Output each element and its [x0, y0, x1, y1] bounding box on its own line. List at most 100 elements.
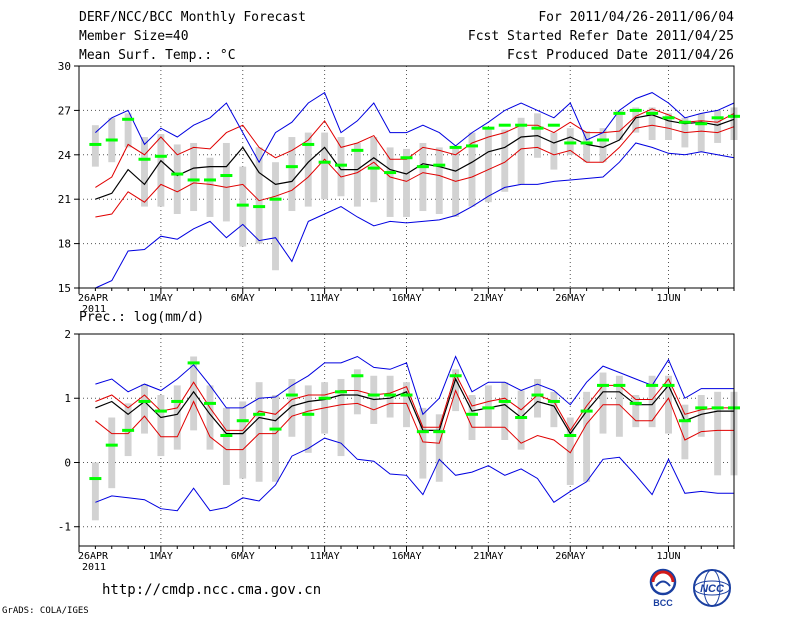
precipitation-xtick-label: 26APR: [78, 551, 109, 562]
temperature-box-27: [517, 117, 525, 185]
precipitation-box-19: [386, 375, 394, 418]
temperature-box-6: [173, 144, 181, 214]
bcc-logo: BCC: [640, 568, 686, 608]
temperature-line-p90: [95, 108, 735, 188]
precipitation-box-7: [190, 356, 198, 431]
temperature-box-20: [403, 148, 410, 217]
temperature-line-p10: [95, 124, 735, 218]
member-size: Member Size=40: [79, 29, 189, 44]
precip-label: Prec.: log(mm/d): [79, 310, 205, 325]
temperature-box-7: [190, 142, 198, 212]
temperature-box-12: [272, 162, 279, 271]
temperature-xtick-label: 21MAY: [473, 293, 503, 304]
precipitation-line-p90: [95, 372, 734, 432]
temperature-line-mean: [95, 114, 735, 200]
temperature-xtick-label: 26MAY: [555, 293, 585, 304]
forecast-period: For 2011/04/26-2011/06/04: [538, 10, 734, 25]
temperature-box-15: [321, 132, 329, 200]
precipitation-box-9: [222, 407, 230, 485]
precipitation-xtick-label: 26MAY: [555, 551, 585, 562]
temperature-ytick-label: 30: [58, 60, 71, 73]
temperature-xtick-label: 16MAY: [391, 293, 421, 304]
temperature-xtick-label: 1JUN: [656, 293, 680, 304]
ncc-logo-text: NCC: [700, 583, 725, 595]
precipitation-xtick-label: 16MAY: [391, 551, 421, 562]
precipitation-box-8: [206, 385, 214, 450]
precipitation-line-max: [95, 437, 734, 512]
temperature-xtick-label: 26APR: [78, 293, 109, 304]
temperature-box-13: [288, 137, 296, 212]
temperature-ytick-label: 15: [58, 282, 71, 295]
temperature-box-19: [386, 147, 394, 217]
precipitation-box-1: [91, 462, 99, 521]
precipitation-line-mean: [95, 377, 734, 435]
temperature-box-29: [550, 132, 558, 170]
temperature-ytick-label: 21: [58, 193, 71, 206]
precipitation-box-11: [255, 382, 263, 482]
precipitation-ytick-label: -1: [58, 521, 71, 534]
precipitation-box-2: [108, 417, 116, 489]
temperature-box-34: [632, 107, 640, 133]
precipitation-box-24: [468, 395, 476, 440]
temperature-xtick-label: 1MAY: [149, 293, 173, 304]
temperature-xtick-label: 11MAY: [310, 293, 340, 304]
precipitation-box-35: [648, 375, 656, 428]
temperature-ytick-label: 27: [58, 104, 71, 117]
temperature-line-min: [95, 91, 735, 164]
temperature-box-22: [435, 147, 443, 214]
precipitation-xtick-label: 1JUN: [656, 551, 680, 562]
precipitation-box-10: [239, 401, 247, 479]
precipitation-ytick-label: 2: [64, 328, 71, 341]
precipitation-line-p10: [95, 389, 734, 454]
precipitation-xtick-label: 21MAY: [473, 551, 503, 562]
chart-title: DERF/NCC/BCC Monthly Forecast: [79, 10, 306, 25]
precipitation-xtick-label: 1MAY: [149, 551, 173, 562]
temperature-box-11: [255, 147, 263, 244]
precipitation-box-30: [566, 417, 574, 485]
precipitation-ytick-label: 0: [64, 456, 71, 469]
precipitation-box-21: [419, 407, 427, 479]
precipitation-box-13: [288, 378, 296, 437]
precipitation-box-22: [435, 414, 443, 482]
precipitation-box-31: [583, 391, 591, 482]
temperature-box-4: [141, 137, 148, 207]
temperature-box-33: [615, 110, 623, 140]
precipitation-box-26: [501, 382, 509, 440]
precipitation-box-6: [173, 385, 181, 450]
temperature-box-5: [157, 134, 165, 207]
precipitation-line-min: [95, 355, 734, 416]
precipitation-box-16: [337, 378, 345, 457]
precipitation-box-28: [534, 378, 541, 418]
temperature-box-24: [468, 132, 476, 207]
temperature-box-35: [648, 107, 656, 140]
temperature-box-9: [222, 142, 230, 222]
temperature-ytick-label: 24: [58, 149, 72, 162]
precipitation-xtick-year: 2011: [82, 562, 106, 573]
temperature-box-36: [665, 113, 672, 140]
temperature-box-39: [714, 110, 722, 143]
temperature-xtick-year: 2011: [82, 304, 106, 315]
source-url[interactable]: http://cmdp.ncc.cma.gov.cn: [102, 582, 322, 598]
precipitation-box-14: [304, 385, 312, 453]
precipitation-box-39: [714, 391, 722, 476]
precipitation-box-17: [353, 369, 361, 415]
precipitation-box-36: [665, 375, 672, 434]
temperature-line-max: [95, 142, 735, 289]
precipitation-box-32: [599, 372, 607, 434]
temperature-box-32: [599, 128, 607, 163]
temperature-box-8: [206, 157, 214, 217]
forecast-produced-date: Fcst Produced Date 2011/04/26: [507, 48, 734, 63]
temperature-box-26: [501, 129, 509, 192]
precipitation-xtick-label: 11MAY: [310, 551, 340, 562]
grads-credit: GrADS: COLA/IGES: [2, 606, 89, 616]
precipitation-box-33: [615, 375, 623, 437]
temperature-box-3: [124, 113, 132, 148]
precipitation-box-25: [484, 385, 492, 428]
precipitation-ytick-label: 1: [64, 392, 71, 405]
precipitation-box-29: [550, 391, 558, 428]
precipitation-box-38: [697, 395, 705, 437]
temperature-box-21: [419, 142, 427, 212]
variable-label: Mean Surf. Temp.: °C: [79, 48, 236, 63]
temperature-box-25: [484, 128, 492, 203]
